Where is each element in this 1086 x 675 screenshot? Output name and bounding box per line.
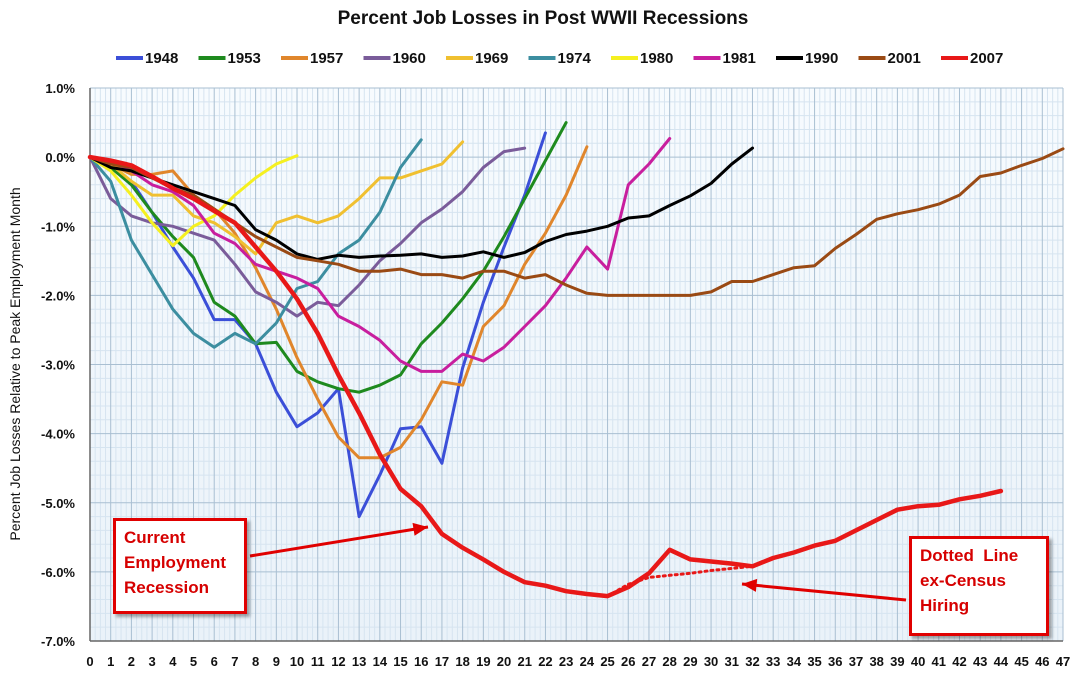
annotation-line: Hiring — [920, 596, 970, 615]
series-line-1969 — [88, 140, 465, 256]
y-tick-label: -6.0% — [41, 565, 75, 580]
x-tick-label: 43 — [973, 654, 987, 669]
x-tick-label: 16 — [414, 654, 428, 669]
series-line-1981 — [88, 137, 672, 373]
legend-label: 1980 — [640, 50, 673, 67]
annotation-dotted-line: Dotted Line ex-Census Hiring — [909, 536, 1049, 636]
y-tick-label: -5.0% — [41, 496, 75, 511]
legend-label: 1981 — [723, 50, 756, 67]
series-line-1980 — [88, 154, 299, 248]
x-tick-label: 28 — [662, 654, 676, 669]
legend-label: 1990 — [805, 50, 838, 67]
x-tick-label: 13 — [352, 654, 366, 669]
x-tick-label: 7 — [231, 654, 238, 669]
x-tick-label: 2 — [128, 654, 135, 669]
x-tick-label: 37 — [849, 654, 863, 669]
x-tick-label: 33 — [766, 654, 780, 669]
x-tick-label: 34 — [787, 654, 802, 669]
x-tick-label: 47 — [1056, 654, 1070, 669]
x-tick-label: 19 — [476, 654, 490, 669]
x-tick-label: 45 — [1014, 654, 1028, 669]
series-line-1974 — [88, 138, 423, 349]
x-tick-label: 22 — [538, 654, 552, 669]
x-tick-label: 24 — [580, 654, 595, 669]
x-tick-label: 36 — [828, 654, 842, 669]
legend-label: 1969 — [475, 50, 508, 67]
x-tick-label: 6 — [211, 654, 218, 669]
x-tick-label: 4 — [169, 654, 177, 669]
x-tick-label: 14 — [373, 654, 388, 669]
legend-label: 2001 — [888, 50, 921, 67]
series-line-1953 — [88, 121, 568, 394]
x-tick-label: 46 — [1035, 654, 1049, 669]
x-tick-label: 9 — [273, 654, 280, 669]
series-line-1990 — [88, 146, 754, 261]
legend-label: 1960 — [393, 50, 426, 67]
x-tick-label: 3 — [148, 654, 155, 669]
x-tick-label: 40 — [911, 654, 925, 669]
x-tick-label: 35 — [807, 654, 821, 669]
legend-label: 1957 — [310, 50, 343, 67]
series-line-2001 — [88, 147, 1065, 297]
x-tick-label: 29 — [683, 654, 697, 669]
x-tick-label: 12 — [331, 654, 345, 669]
x-tick-label: 44 — [994, 654, 1009, 669]
series-line-2007 — [87, 154, 1004, 599]
legend-label: 1953 — [228, 50, 261, 67]
series-line-1948 — [88, 131, 547, 519]
x-tick-label: 5 — [190, 654, 197, 669]
annotation-line: Dotted Line — [920, 546, 1019, 565]
y-axis-label: Percent Job Losses Relative to Peak Empl… — [7, 187, 23, 540]
annotation-arrowhead — [742, 578, 758, 592]
annotation-arrow — [249, 525, 429, 558]
annotation-arrowhead — [412, 522, 428, 536]
x-tick-label: 18 — [455, 654, 469, 669]
x-tick-label: 27 — [642, 654, 656, 669]
series-line-2007-ex-census — [606, 564, 754, 598]
x-tick-label: 26 — [621, 654, 635, 669]
x-tick-label: 30 — [704, 654, 718, 669]
legend-label: 1974 — [558, 50, 592, 67]
x-tick-label: 38 — [869, 654, 883, 669]
x-tick-label: 15 — [393, 654, 407, 669]
x-tick-label: 21 — [518, 654, 532, 669]
x-tick-label: 25 — [600, 654, 614, 669]
legend-label: 2007 — [970, 50, 1003, 67]
x-tick-label: 41 — [932, 654, 946, 669]
annotation-line: Current — [124, 528, 186, 547]
y-tick-label: -3.0% — [41, 358, 75, 373]
annotation-line: ex-Census — [920, 571, 1006, 590]
x-tick-label: 0 — [86, 654, 93, 669]
y-tick-label: -4.0% — [41, 427, 75, 442]
legend-label: 1948 — [145, 50, 178, 67]
annotation-line: Employment — [124, 553, 227, 572]
series-line-1960 — [88, 146, 527, 318]
x-tick-label: 20 — [497, 654, 511, 669]
y-tick-label: -1.0% — [41, 219, 75, 234]
x-tick-label: 42 — [952, 654, 966, 669]
x-tick-label: 11 — [311, 654, 325, 669]
x-tick-label: 31 — [725, 654, 739, 669]
y-tick-label: 0.0% — [45, 150, 75, 165]
annotation-current-recession: Current Employment Recession — [113, 518, 247, 614]
series-line-1957 — [88, 145, 589, 460]
y-tick-label: -7.0% — [41, 634, 75, 649]
x-tick-label: 1 — [107, 654, 114, 669]
y-tick-label: 1.0% — [45, 81, 75, 96]
x-tick-label: 17 — [435, 654, 449, 669]
x-tick-label: 10 — [290, 654, 304, 669]
x-tick-label: 39 — [890, 654, 904, 669]
annotation-line: Recession — [124, 578, 210, 597]
annotation-arrow — [741, 582, 907, 602]
chart-title: Percent Job Losses in Post WWII Recessio… — [337, 8, 749, 29]
x-tick-label: 23 — [559, 654, 573, 669]
y-tick-label: -2.0% — [41, 288, 75, 303]
x-tick-label: 8 — [252, 654, 259, 669]
x-tick-label: 32 — [745, 654, 759, 669]
